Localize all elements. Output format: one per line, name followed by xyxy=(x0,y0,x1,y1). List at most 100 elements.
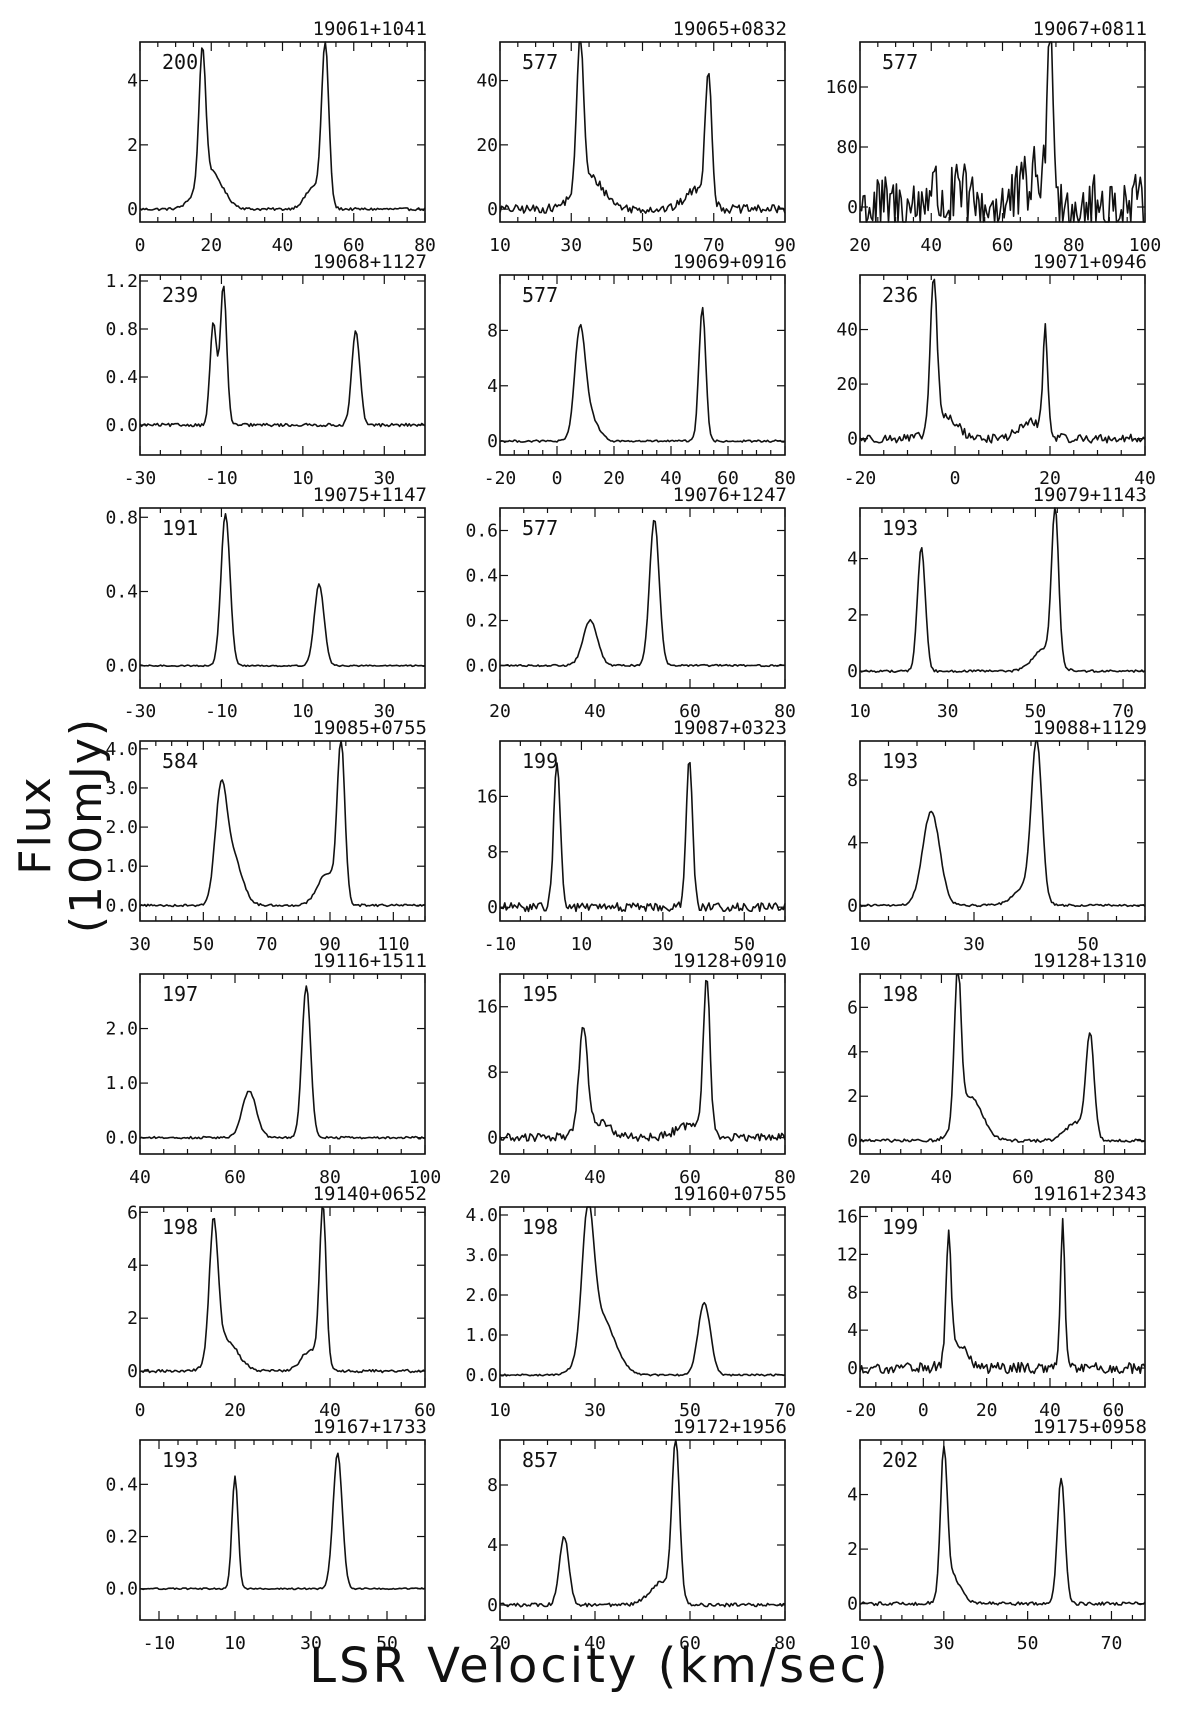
x-tick-label: 10 xyxy=(571,934,593,955)
x-tick-label: 40 xyxy=(931,1167,953,1188)
y-tick-label: 2 xyxy=(847,1539,858,1560)
panel-annotation: 193 xyxy=(162,1448,198,1472)
x-tick-label: 20 xyxy=(200,235,222,256)
spectrum-line xyxy=(859,740,1146,908)
y-tick-label: 8 xyxy=(847,770,858,791)
y-tick-label: 4 xyxy=(847,1320,858,1341)
x-tick-label: 60 xyxy=(992,235,1014,256)
x-tick-label: -20 xyxy=(484,468,517,489)
x-tick-label: 20 xyxy=(489,1167,511,1188)
x-tick-label: 40 xyxy=(319,1400,341,1421)
x-tick-label: -20 xyxy=(844,1400,877,1421)
x-tick-label: 60 xyxy=(717,468,739,489)
y-tick-label: 0 xyxy=(847,1131,858,1152)
x-tick-label: 40 xyxy=(272,235,294,256)
panel-title: 19172+1956 xyxy=(673,1416,787,1438)
spectrum-panel: 0 20 40 60 80 0 2 4 19061+1041 200 xyxy=(127,18,436,256)
y-tick-label: 0.0 xyxy=(105,1128,138,1149)
x-tick-label: 80 xyxy=(414,235,436,256)
spectrum-line xyxy=(859,973,1146,1143)
panel-annotation: 191 xyxy=(162,516,198,540)
y-tick-label: 4 xyxy=(847,549,858,570)
y-tick-label: 0.0 xyxy=(105,1579,138,1600)
x-tick-label: 40 xyxy=(129,1167,151,1188)
x-tick-label: 90 xyxy=(774,235,796,256)
x-tick-label: 10 xyxy=(849,701,871,722)
y-tick-label: 8 xyxy=(487,320,498,341)
x-tick-label: 80 xyxy=(774,1167,796,1188)
x-tick-label: 100 xyxy=(1129,235,1162,256)
panel-annotation: 577 xyxy=(522,50,558,74)
panel-annotation: 577 xyxy=(882,50,918,74)
x-tick-label: 60 xyxy=(679,1633,701,1654)
x-tick-label: 30 xyxy=(300,1633,322,1654)
x-tick-label: 80 xyxy=(1093,1167,1115,1188)
spectrum-line xyxy=(499,41,786,214)
x-tick-label: 0 xyxy=(135,235,146,256)
panel-annotation: 193 xyxy=(882,749,918,773)
y-tick-label: 0 xyxy=(127,199,138,220)
y-tick-label: 0 xyxy=(127,1361,138,1382)
x-tick-label: 70 xyxy=(256,934,278,955)
x-tick-label: -30 xyxy=(124,468,157,489)
spectrum-panel: -20 0 20 40 0 20 40 19071+0946 236 xyxy=(836,251,1156,489)
panel-title: 19071+0946 xyxy=(1033,251,1147,273)
spectrum-line xyxy=(499,306,786,444)
y-tick-label: 0.4 xyxy=(465,566,498,587)
y-tick-label: 0.4 xyxy=(105,1474,138,1495)
y-tick-label: 0.8 xyxy=(105,319,138,340)
x-tick-label: 90 xyxy=(319,934,341,955)
y-tick-label: 0 xyxy=(847,895,858,916)
y-tick-label: 2.0 xyxy=(465,1285,498,1306)
spectrum-line xyxy=(139,512,426,668)
spectrum-line xyxy=(859,1217,1146,1375)
spectrum-panel: 10 30 50 70 0 2 4 19079+1143 193 xyxy=(847,484,1147,722)
panel-annotation: 198 xyxy=(162,1215,198,1239)
x-tick-label: 60 xyxy=(1102,1400,1124,1421)
y-tick-label: 16 xyxy=(476,997,498,1018)
spectrum-panel: 10 30 50 70 0.0 1.0 2.0 3.0 4.0 19160+0755 198 xyxy=(465,1183,795,1421)
y-tick-label: 20 xyxy=(476,135,498,156)
x-tick-label: 80 xyxy=(774,468,796,489)
y-tick-label: 0.4 xyxy=(105,582,138,603)
y-tick-label: 0.8 xyxy=(105,507,138,528)
y-tick-label: 2 xyxy=(127,135,138,156)
spectrum-line xyxy=(139,285,426,428)
spectrum-line xyxy=(859,507,1146,674)
spectrum-panel: 20 40 60 80 0 4 8 19172+1956 857 xyxy=(487,1416,796,1654)
x-tick-label: 50 xyxy=(632,235,654,256)
x-tick-label: 50 xyxy=(1025,701,1047,722)
y-tick-label: 1.0 xyxy=(105,1073,138,1094)
spectrum-panel: -30 -10 10 30 0.0 0.4 0.8 19075+1147 191 xyxy=(105,484,427,722)
spectrum-line xyxy=(139,740,426,908)
panel-annotation: 584 xyxy=(162,749,198,773)
y-tick-label: 6 xyxy=(127,1202,138,1223)
x-tick-label: -10 xyxy=(484,934,517,955)
y-tick-label: 0.4 xyxy=(105,367,138,388)
y-tick-label: 12 xyxy=(836,1244,858,1265)
y-tick-label: 0 xyxy=(487,1595,498,1616)
x-tick-label: 30 xyxy=(963,934,985,955)
spectrum-line xyxy=(139,1206,426,1374)
y-tick-label: 2.0 xyxy=(105,817,138,838)
y-tick-label: 6 xyxy=(847,997,858,1018)
x-tick-label: 40 xyxy=(584,1167,606,1188)
x-tick-label: 20 xyxy=(224,1400,246,1421)
spectrum-line xyxy=(139,1452,426,1591)
y-tick-label: 0.0 xyxy=(105,415,138,436)
y-tick-label: 8 xyxy=(847,1282,858,1303)
y-tick-label: 0 xyxy=(847,197,858,218)
y-tick-label: 4.0 xyxy=(465,1205,498,1226)
panel-title: 19068+1127 xyxy=(313,251,427,273)
x-tick-label: 0 xyxy=(135,1400,146,1421)
x-tick-label: 110 xyxy=(377,934,410,955)
panel-title: 19069+0916 xyxy=(673,251,787,273)
panel-title: 19116+1511 xyxy=(313,950,427,972)
x-tick-label: 80 xyxy=(1063,235,1085,256)
x-tick-label: 20 xyxy=(976,1400,998,1421)
y-tick-label: 0.0 xyxy=(105,656,138,677)
spectrum-panel: 0 20 40 60 0 2 4 6 19140+0652 198 xyxy=(127,1183,436,1421)
x-tick-label: 60 xyxy=(1012,1167,1034,1188)
y-tick-label: 0.6 xyxy=(465,521,498,542)
